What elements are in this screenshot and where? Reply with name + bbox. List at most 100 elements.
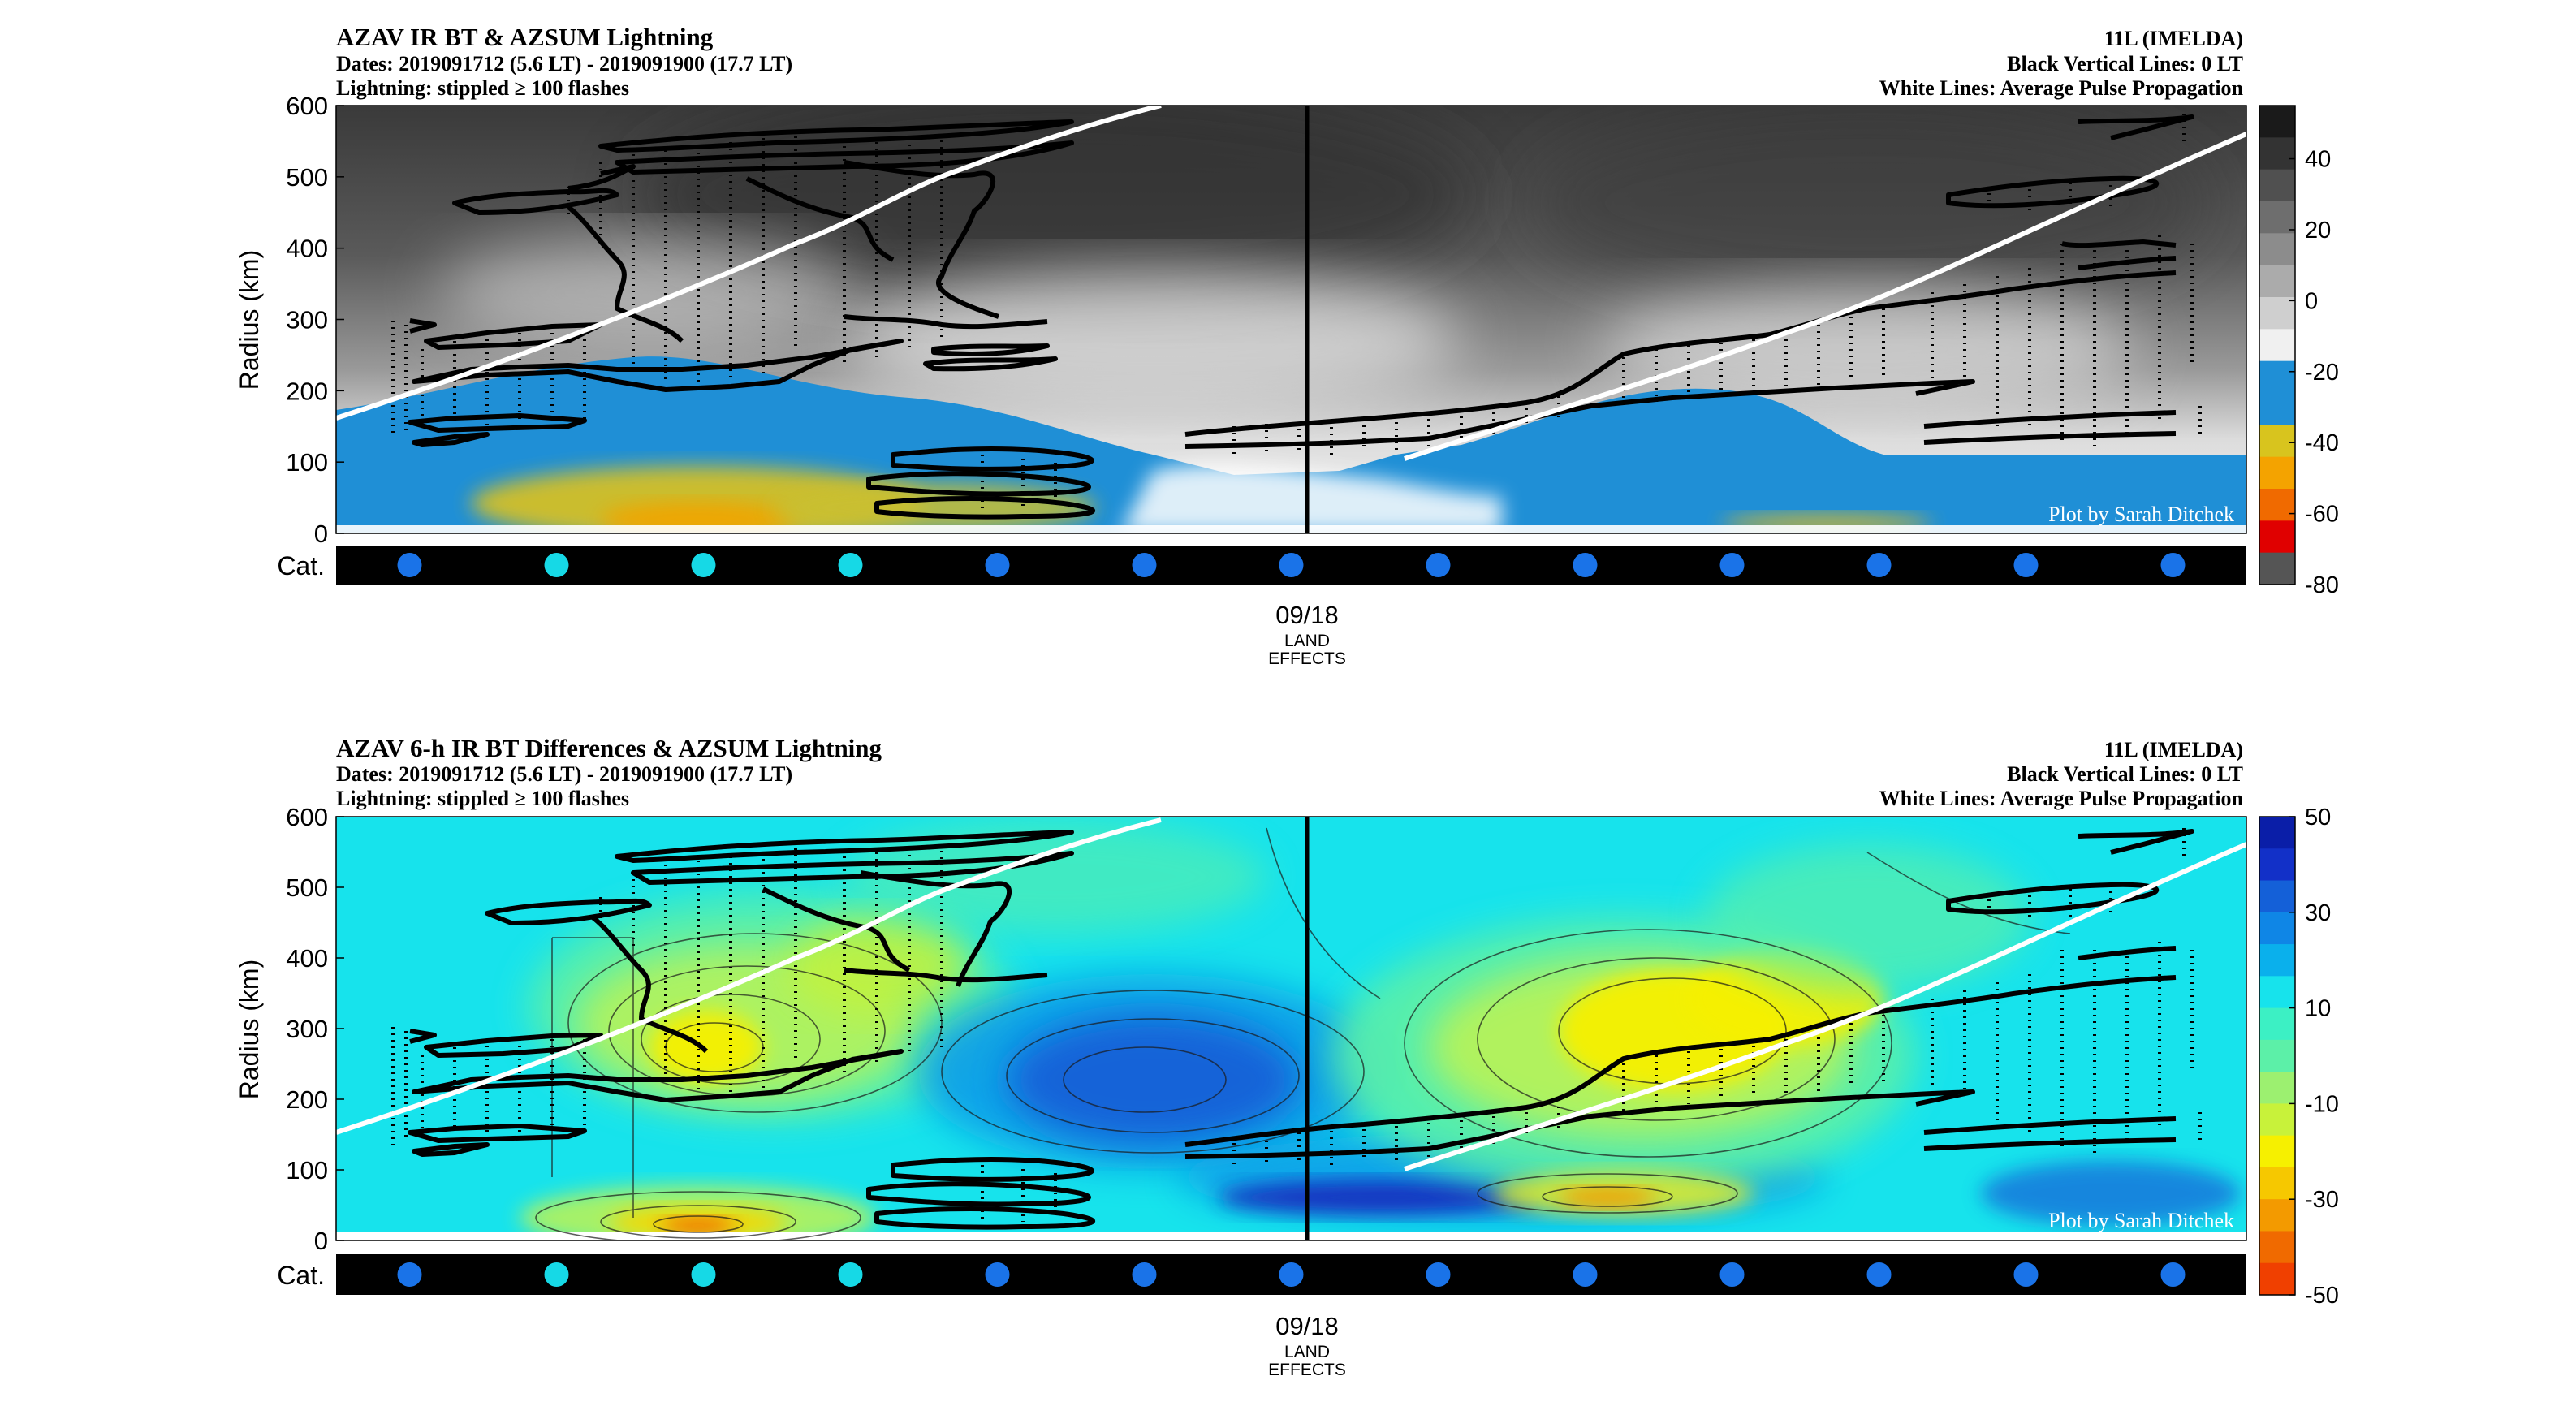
ir-bt-field bbox=[336, 106, 2246, 533]
colorbar-segment bbox=[2259, 880, 2295, 913]
category-label: Cat. bbox=[277, 1261, 325, 1290]
land-effects-label-2: EFFECTS bbox=[1268, 1361, 1346, 1379]
category-dot-td bbox=[2160, 553, 2186, 577]
colorbar-segment bbox=[2259, 1199, 2295, 1232]
dates-label: Dates: 2019091712 (5.6 LT) - 2019091900 … bbox=[336, 52, 792, 75]
colorbar-tick-label: 40 bbox=[2305, 147, 2331, 173]
colorbar-segment bbox=[2259, 552, 2295, 585]
colorbar-tick-label: -40 bbox=[2305, 430, 2339, 456]
plot-credit: Plot by Sarah Ditchek bbox=[2048, 1209, 2234, 1232]
category-dot-td bbox=[1132, 1262, 1157, 1287]
category-dots bbox=[397, 553, 2186, 577]
vlines-note: Black Vertical Lines: 0 LT bbox=[2007, 52, 2243, 75]
colorbar-segment bbox=[2259, 1135, 2295, 1168]
y-axis-label: Radius (km) bbox=[235, 960, 264, 1099]
storm-label: 11L (IMELDA) bbox=[2104, 27, 2243, 50]
colorbar-segment bbox=[2259, 1007, 2295, 1041]
colorbar-segment bbox=[2259, 360, 2295, 394]
category-dot-td bbox=[397, 1262, 422, 1287]
category-dot-td bbox=[985, 553, 1010, 577]
category-dot-td bbox=[2160, 1262, 2186, 1287]
y-tick-label: 200 bbox=[286, 1085, 328, 1114]
y-tick-label: 500 bbox=[286, 874, 328, 902]
category-dot-td bbox=[1426, 553, 1451, 577]
y-tick-label: 100 bbox=[286, 1156, 328, 1184]
storm-label: 11L (IMELDA) bbox=[2104, 738, 2243, 761]
colorbar-segment bbox=[2259, 1072, 2295, 1104]
colorbar-tick-label: -30 bbox=[2305, 1187, 2339, 1213]
category-label: Cat. bbox=[277, 551, 325, 580]
pulse-propagation-lines bbox=[336, 106, 2246, 461]
category-dots bbox=[397, 1262, 2186, 1287]
pulse-propagation-lines bbox=[336, 817, 2246, 1171]
colorbar-segment bbox=[2259, 1262, 2295, 1296]
category-dot-td bbox=[1866, 553, 1892, 577]
stipple-label: Lightning: stippled ≥ 100 flashes bbox=[336, 76, 629, 100]
category-dot-ts bbox=[838, 553, 863, 577]
colorbar-tick-label: -60 bbox=[2305, 502, 2339, 528]
y-tick-label: 600 bbox=[286, 803, 328, 831]
colorbar-tick-label: -20 bbox=[2305, 360, 2339, 386]
colorbar-segment bbox=[2259, 912, 2295, 945]
colorbar-segment bbox=[2259, 265, 2295, 298]
lightning-contours bbox=[408, 829, 2194, 1230]
land-effects-label: LAND bbox=[1284, 632, 1330, 650]
colorbar-segment bbox=[2259, 848, 2295, 882]
category-dot-td bbox=[1279, 553, 1304, 577]
dates-label: Dates: 2019091712 (5.6 LT) - 2019091900 … bbox=[336, 762, 792, 786]
colorbar-tick-label: 20 bbox=[2305, 218, 2331, 244]
category-dot-ts bbox=[691, 1262, 716, 1287]
y-tick-label: 300 bbox=[286, 306, 328, 334]
y-tick-label: 200 bbox=[286, 377, 328, 405]
category-dot-td bbox=[985, 1262, 1010, 1287]
category-dot-td bbox=[1573, 1262, 1598, 1287]
colorbar-segment bbox=[2259, 944, 2295, 977]
colorbar-tick-label: -80 bbox=[2305, 572, 2339, 598]
category-dot-td bbox=[1132, 553, 1157, 577]
colorbar-segment bbox=[2259, 393, 2295, 425]
category-dot-td bbox=[2013, 1262, 2039, 1287]
colorbar-segment bbox=[2259, 106, 2295, 138]
category-dot-ts bbox=[544, 1262, 569, 1287]
colorbar-segment bbox=[2259, 976, 2295, 1009]
land-effects-label: LAND bbox=[1284, 1343, 1330, 1361]
y-tick-label: 400 bbox=[286, 235, 328, 263]
colorbar-segment bbox=[2259, 137, 2295, 170]
x-tick-label: 09/18 bbox=[1275, 601, 1339, 629]
colorbar-segment bbox=[2259, 1103, 2295, 1137]
category-dot-td bbox=[1719, 553, 1745, 577]
colorbar-segment bbox=[2259, 1167, 2295, 1200]
x-tick-label: 09/18 bbox=[1275, 1312, 1339, 1340]
category-dot-ts bbox=[544, 553, 569, 577]
lightning-contours bbox=[408, 114, 2194, 520]
stipple-label: Lightning: stippled ≥ 100 flashes bbox=[336, 787, 629, 810]
wlines-note: White Lines: Average Pulse Propagation bbox=[1879, 76, 2244, 100]
colorbar-segment bbox=[2259, 456, 2295, 490]
colorbar-segment bbox=[2259, 169, 2295, 202]
colorbar-tick-label: 10 bbox=[2305, 996, 2331, 1022]
lightning-stipple bbox=[391, 828, 2202, 1222]
ir-bt-diff-field bbox=[336, 817, 2246, 1240]
colorbar-segment bbox=[2259, 297, 2295, 330]
y-tick-label: 600 bbox=[286, 92, 328, 120]
colorbar-tick-label: 50 bbox=[2305, 805, 2331, 830]
category-dot-td bbox=[1866, 1262, 1892, 1287]
category-dot-td bbox=[1279, 1262, 1304, 1287]
ir-bt-panel: AZAV IR BT & AZSUM Lightning Dates: 2019… bbox=[235, 23, 2339, 668]
colorbar-tick-label: 30 bbox=[2305, 900, 2331, 926]
vlines-note: Black Vertical Lines: 0 LT bbox=[2007, 762, 2243, 786]
y-tick-label: 100 bbox=[286, 448, 328, 477]
y-tick-label: 300 bbox=[286, 1015, 328, 1043]
category-dot-td bbox=[397, 553, 422, 577]
land-effects-label-2: EFFECTS bbox=[1268, 649, 1346, 668]
y-tick-label: 0 bbox=[314, 1227, 328, 1255]
colorbar-segment bbox=[2259, 201, 2295, 234]
difference-contours bbox=[535, 827, 2071, 1240]
colorbar-tick-label: -50 bbox=[2305, 1283, 2339, 1309]
colorbar-segment bbox=[2259, 1231, 2295, 1264]
ir-bt-diff-panel: AZAV 6-h IR BT Differences & AZSUM Light… bbox=[235, 734, 2339, 1379]
colorbar-segment bbox=[2259, 1039, 2295, 1072]
category-dot-td bbox=[1426, 1262, 1451, 1287]
colorbar-segment bbox=[2259, 520, 2295, 554]
